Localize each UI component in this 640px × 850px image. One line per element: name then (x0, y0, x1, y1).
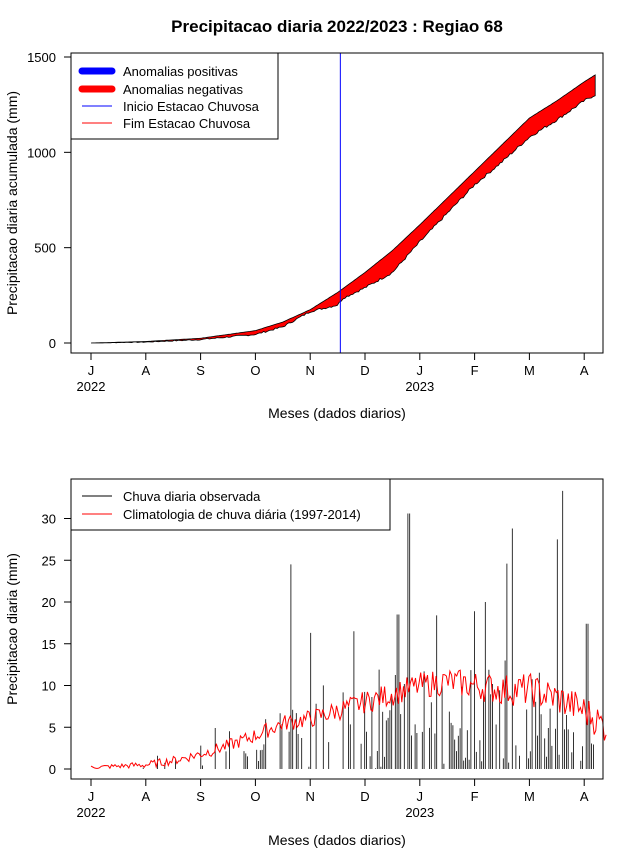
bottom-x-axis: J A S O N D J F M A 2022 2023 (77, 779, 589, 820)
top-legend-box (70, 52, 279, 140)
year-label: 2022 (77, 805, 106, 820)
bottom-legend: Chuva diaria observada Climatologia de c… (70, 478, 391, 531)
x-tick-label: N (306, 363, 315, 378)
bottom-legend-box (70, 478, 391, 531)
x-tick-label: S (196, 363, 205, 378)
x-tick-label: A (141, 789, 150, 804)
x-tick-label: A (580, 789, 589, 804)
y-tick-label: 0 (49, 762, 56, 777)
year-label: 2023 (405, 805, 434, 820)
x-tick-label: D (360, 363, 369, 378)
y-tick-label: 20 (42, 595, 56, 610)
legend-label-climatologia: Climatologia de chuva diária (1997-2014) (123, 507, 361, 522)
y-tick-label: 500 (34, 241, 56, 256)
x-tick-label: F (471, 363, 479, 378)
x-tick-label: A (580, 363, 589, 378)
x-tick-label: A (141, 363, 150, 378)
negative-anomaly-area (90, 74, 596, 344)
y-tick-label: 5 (49, 720, 56, 735)
bottom-y-axis: 0 5 10 15 20 25 30 (42, 512, 71, 777)
legend-label-chuva-observada: Chuva diaria observada (123, 489, 261, 504)
x-tick-label: J (417, 363, 424, 378)
top-y-axis: 0 500 1000 1500 (27, 50, 71, 351)
x-tick-label: M (524, 363, 535, 378)
y-tick-label: 30 (42, 512, 56, 527)
y-tick-label: 10 (42, 679, 56, 694)
legend-label-fim-estacao: Fim Estacao Chuvosa (123, 116, 251, 131)
top-plot-frame (70, 52, 604, 354)
x-tick-label: J (88, 363, 95, 378)
climatology-line (90, 669, 607, 770)
y-tick-label: 1000 (27, 145, 56, 160)
year-label: 2022 (77, 379, 106, 394)
legend-label-anomalias-negativas: Anomalias negativas (123, 82, 243, 97)
y-tick-label: 1500 (27, 50, 56, 65)
bottom-y-axis-title: Precipitacao diaria (mm) (4, 553, 20, 705)
x-tick-label: J (417, 789, 424, 804)
chart-title: Precipitacao diaria 2022/2023 : Regiao 6… (171, 17, 503, 36)
top-x-axis-title: Meses (dados diarios) (268, 405, 406, 421)
y-tick-label: 0 (49, 336, 56, 351)
anomaly-area (90, 74, 596, 344)
x-tick-label: O (250, 789, 260, 804)
top-x-axis: J A S O N D J F M A 2022 2023 (77, 353, 589, 394)
top-legend: Anomalias positivas Anomalias negativas … (70, 52, 279, 140)
y-tick-label: 15 (42, 637, 56, 652)
top-y-axis-title: Precipitacao diaria acumulada (mm) (4, 91, 20, 315)
legend-label-anomalias-positivas: Anomalias positivas (123, 64, 238, 79)
x-tick-label: D (360, 789, 369, 804)
y-tick-label: 25 (42, 553, 56, 568)
x-tick-label: M (524, 789, 535, 804)
x-tick-label: F (471, 789, 479, 804)
x-tick-label: J (88, 789, 95, 804)
x-tick-label: O (250, 363, 260, 378)
year-label: 2023 (405, 379, 434, 394)
bottom-x-axis-title: Meses (dados diarios) (268, 832, 406, 848)
legend-label-inicio-estacao: Inicio Estacao Chuvosa (123, 99, 260, 114)
x-tick-label: N (306, 789, 315, 804)
daily-rain-bars (142, 490, 594, 769)
x-tick-label: S (196, 789, 205, 804)
